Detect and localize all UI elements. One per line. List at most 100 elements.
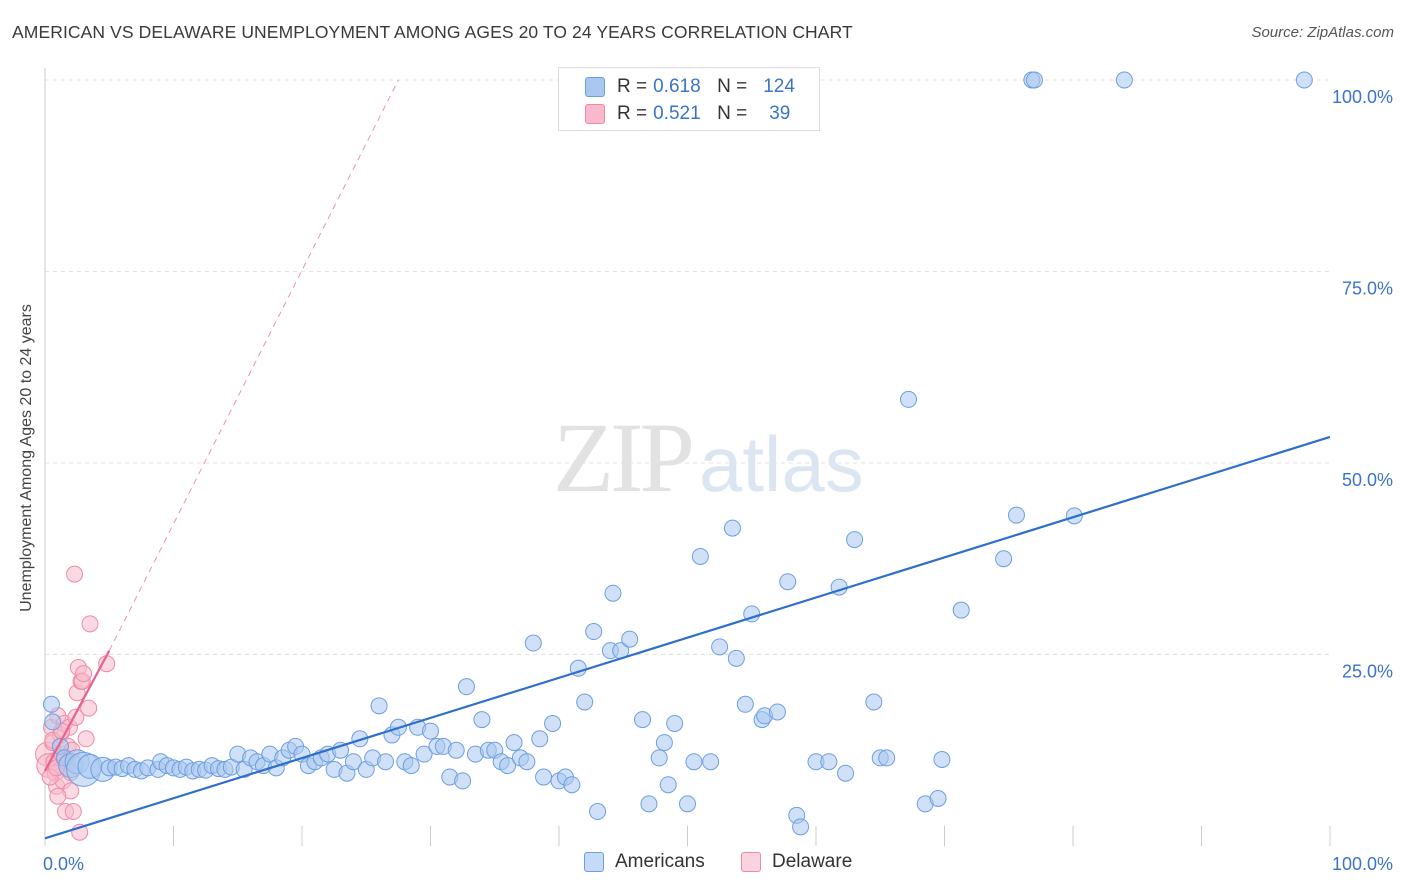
americans-point: [655, 734, 673, 752]
americans-point: [1115, 71, 1133, 89]
americans-point: [865, 693, 883, 711]
y-tick-label-50: 50.0%: [1342, 470, 1393, 490]
americans-point: [531, 730, 549, 748]
x-tick-label-min: 0.0%: [43, 854, 84, 874]
americans-point: [544, 714, 562, 732]
americans-point: [1295, 71, 1313, 89]
delaware-trend-extension: [108, 79, 399, 651]
americans-point: [44, 713, 62, 731]
axes: [44, 68, 1331, 846]
americans-point: [929, 790, 947, 808]
americans-point: [454, 772, 472, 790]
legend-row-delaware: R = 0.521 N = 39: [585, 102, 790, 126]
r-label: R =: [617, 103, 648, 124]
americans-point: [666, 714, 684, 732]
americans-point: [711, 638, 729, 656]
legend-item-delaware[interactable]: Delaware: [741, 851, 852, 873]
r-value: 0.521: [653, 103, 701, 124]
americans-point: [779, 573, 797, 591]
americans-point: [995, 550, 1013, 568]
delaware-point: [77, 730, 95, 748]
delaware-trend-line: [44, 650, 111, 772]
americans-point: [900, 390, 918, 408]
americans-point: [473, 711, 491, 729]
americans-point: [1025, 71, 1043, 89]
americans-point: [518, 753, 536, 771]
americans-point: [659, 776, 677, 794]
delaware-point: [66, 565, 84, 583]
n-label: N =: [717, 103, 748, 124]
americans-point: [679, 795, 696, 813]
legend-item-americans[interactable]: Americans: [584, 851, 705, 873]
americans-point: [576, 693, 594, 711]
correlation-legend: R = 0.618 N = 124 R = 0.521 N = 39: [558, 67, 820, 131]
americans-swatch: [584, 852, 604, 872]
americans-point: [768, 703, 786, 721]
y-tick-label-25: 25.0%: [1342, 662, 1393, 682]
americans-point: [846, 531, 864, 549]
americans-point: [621, 630, 639, 648]
r-value: 0.618: [653, 76, 701, 97]
americans-point: [650, 749, 668, 767]
americans-point: [640, 795, 658, 813]
n-label: N =: [717, 76, 748, 97]
r-label: R =: [617, 76, 648, 97]
trend-lines: [44, 79, 1331, 840]
series-legend: Americans Delaware: [0, 851, 1406, 877]
watermark-zip: ZIP: [553, 402, 695, 513]
americans-point: [422, 722, 439, 740]
delaware-point: [81, 615, 99, 633]
americans-point: [837, 764, 855, 782]
americans-point: [524, 634, 542, 652]
americans-point: [736, 695, 754, 713]
y-tick-label-100: 100.0%: [1332, 87, 1393, 107]
americans-point: [563, 776, 581, 794]
americans-point: [42, 695, 60, 713]
legend-label-americans: Americans: [615, 851, 705, 872]
americans-point: [447, 741, 465, 759]
americans-point: [415, 745, 433, 763]
chart-title: AMERICAN VS DELAWARE UNEMPLOYMENT AMONG …: [12, 22, 853, 42]
americans-points: [42, 71, 1313, 836]
delaware-point: [64, 803, 82, 821]
delaware-point: [75, 665, 93, 683]
source-credit: Source: ZipAtlas.com: [1251, 24, 1394, 41]
americans-point: [370, 697, 388, 715]
americans-point: [727, 649, 745, 667]
delaware-swatch: [741, 852, 761, 872]
tick-labels: 25.0% 50.0% 75.0% 100.0% 0.0% 100.0%: [43, 87, 1393, 874]
americans-point: [685, 753, 703, 771]
americans-point: [585, 623, 603, 641]
n-value: 124: [763, 76, 795, 97]
americans-point: [952, 601, 970, 619]
y-tick-label-75: 75.0%: [1342, 279, 1393, 299]
americans-point: [933, 750, 951, 768]
americans-point: [535, 768, 553, 786]
delaware-swatch: [585, 104, 605, 124]
x-tick-label-max: 100.0%: [1332, 854, 1393, 874]
n-value: 39: [769, 103, 791, 124]
grid-lines: [45, 79, 1330, 655]
americans-point: [691, 547, 709, 565]
delaware-point: [49, 787, 67, 805]
americans-point: [589, 803, 607, 821]
watermark: ZIP atlas: [553, 400, 864, 515]
delaware-point: [80, 699, 98, 717]
watermark-atlas: atlas: [699, 420, 864, 508]
americans-point: [344, 753, 362, 771]
americans-point: [702, 753, 720, 771]
americans-point: [499, 757, 517, 775]
legend-label-delaware: Delaware: [772, 851, 853, 872]
americans-point: [604, 584, 622, 602]
americans-point: [820, 753, 838, 771]
americans-point: [634, 711, 652, 729]
legend-row-americans: R = 0.618 N = 124: [585, 75, 795, 99]
americans-point: [505, 734, 523, 752]
americans-trend-line: [44, 435, 1331, 840]
americans-point: [723, 519, 741, 537]
americans-point: [878, 749, 896, 767]
americans-point: [377, 753, 395, 771]
y-axis-label: Unemployment Among Ages 20 to 24 years: [18, 304, 35, 612]
americans-point: [1007, 506, 1025, 524]
